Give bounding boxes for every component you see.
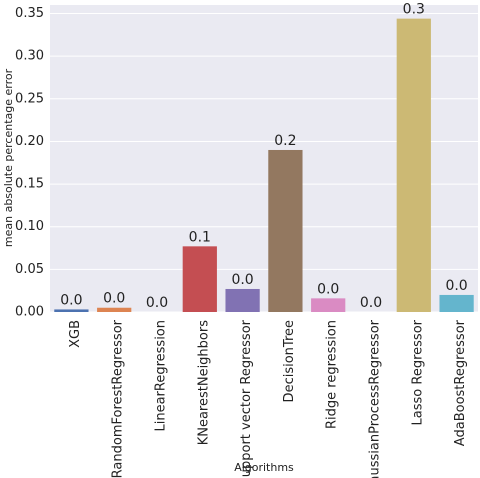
x-tick-labels: XGB RandomForestRegressor LinearRegression… [68,319,468,478]
value-labels: 0.0 0.0 0.0 0.1 0.0 0.2 0.0 0.0 0.3 0.0 [60,2,467,311]
bars [54,18,474,313]
y-tick-label: 0.05 [15,262,44,277]
bar-value-label: 0.0 [60,292,82,308]
y-tick-label: 0.00 [15,305,44,320]
bar-value-label: 0.2 [274,133,296,149]
x-tick-label: Support vector Regressor [239,319,254,478]
bar-value-label: 0.0 [445,278,467,294]
y-tick-label: 0.30 [15,49,44,64]
x-tick-label: AdaBoostRegressor [453,319,468,446]
y-axis-title: mean absolute percentage error [2,68,15,247]
bar [54,309,89,312]
bar [182,246,217,312]
x-tick-label: Lasso Regressor [410,319,425,425]
bar [439,294,474,312]
bar-value-label: 0.0 [360,295,382,311]
y-tick-label: 0.20 [15,134,44,149]
bar [97,307,132,312]
bar [268,149,303,312]
bar [225,288,260,312]
x-tick-label: GaussianProcessRegressor [368,319,383,478]
y-tick-labels: 0.00 0.05 0.10 0.15 0.20 0.25 0.30 0.35 [15,6,44,319]
x-tick-label: Ridge regression [325,320,340,429]
bar-value-label: 0.3 [403,2,425,18]
bar-value-label: 0.0 [146,295,168,311]
bar [396,18,431,313]
bar-value-label: 0.1 [189,229,211,245]
bar-value-label: 0.0 [317,281,339,297]
x-tick-label: XGB [68,320,83,348]
y-tick-label: 0.10 [15,219,44,234]
bar-value-label: 0.0 [231,272,253,288]
bar [311,298,346,312]
x-axis-title: Algorithms [234,461,294,474]
x-tick-label: KNearestNeighbors [196,320,211,446]
y-tick-label: 0.35 [15,6,44,21]
y-tick-label: 0.25 [15,91,44,106]
x-tick-label: LinearRegression [154,320,169,432]
bar-value-label: 0.0 [103,291,125,307]
x-tick-label: RandomForestRegressor [111,319,126,478]
x-tick-label: DecisionTree [282,320,297,402]
y-tick-label: 0.15 [15,177,44,192]
